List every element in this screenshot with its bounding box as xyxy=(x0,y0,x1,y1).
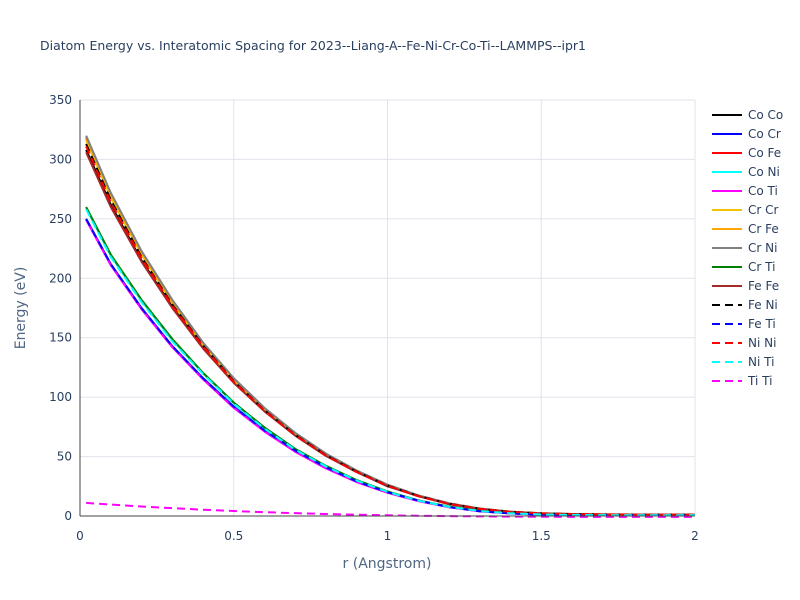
legend-label-co-cr: Co Cr xyxy=(748,127,781,141)
legend-label-fe-fe: Fe Fe xyxy=(748,279,779,293)
series-line-co-fe xyxy=(85,137,695,516)
y-tick-label: 250 xyxy=(49,212,72,226)
y-tick-label: 100 xyxy=(49,390,72,404)
series-line-cr-ni xyxy=(85,135,695,516)
x-tick-label: 1.5 xyxy=(532,529,551,543)
plot-area xyxy=(85,135,695,518)
legend-label-co-co: Co Co xyxy=(748,108,783,122)
x-tick-label: 0.5 xyxy=(224,529,243,543)
y-tick-label: 350 xyxy=(49,93,72,107)
series-line-ni-ti xyxy=(85,208,695,517)
legend-label-cr-ni: Cr Ni xyxy=(748,241,777,255)
y-tick-label: 0 xyxy=(64,509,72,523)
legend-label-ni-ni: Ni Ni xyxy=(748,336,776,350)
series-line-cr-cr xyxy=(85,140,695,516)
series-line-ni-ni xyxy=(85,145,695,516)
y-axis-label: Energy (eV) xyxy=(13,267,29,350)
y-tick-label: 50 xyxy=(57,450,72,464)
grid xyxy=(80,99,696,516)
legend-label-fe-ni: Fe Ni xyxy=(748,298,778,312)
legend-label-ti-ti: Ti Ti xyxy=(747,374,772,388)
y-tick-label: 200 xyxy=(49,271,72,285)
series-line-fe-ni xyxy=(85,143,695,516)
legend-label-co-ti: Co Ti xyxy=(748,184,778,198)
series-line-fe-fe xyxy=(85,151,695,516)
legend-label-co-fe: Co Fe xyxy=(748,146,781,160)
y-tick-label: 300 xyxy=(49,152,72,166)
legend-label-ni-ti: Ni Ti xyxy=(748,355,774,369)
series-line-cr-fe xyxy=(85,136,695,516)
series-line-co-co xyxy=(85,149,695,516)
series-line-co-cr xyxy=(85,218,695,517)
legend-label-co-ni: Co Ni xyxy=(748,165,780,179)
legend: Co Co Co Cr Co Fe Co Ni Co Ti Cr Cr Cr Fe Cr Ni… xyxy=(712,108,783,388)
y-tick-label: 150 xyxy=(49,331,72,345)
x-tick-label: 0 xyxy=(76,529,84,543)
series-line-cr-ti xyxy=(85,206,695,517)
x-tick-label: 1 xyxy=(384,529,392,543)
series-line-ti-ti xyxy=(86,501,695,518)
axes: 0 50 100 150 200 250 300 350 0 0.5 1 1.5 2 xyxy=(49,93,699,543)
series-line-co-ni xyxy=(85,207,695,517)
legend-label-cr-fe: Cr Fe xyxy=(748,222,779,236)
x-tick-label: 2 xyxy=(691,529,699,543)
legend-label-fe-ti: Fe Ti xyxy=(748,317,776,331)
chart-title: Diatom Energy vs. Interatomic Spacing fo… xyxy=(40,38,586,53)
legend-label-cr-ti: Cr Ti xyxy=(748,260,775,274)
legend-label-cr-cr: Cr Cr xyxy=(748,203,779,217)
series-line-co-ti xyxy=(85,219,695,517)
series-line-fe-ti xyxy=(85,218,695,517)
x-axis-label: r (Angstrom) xyxy=(343,556,432,572)
